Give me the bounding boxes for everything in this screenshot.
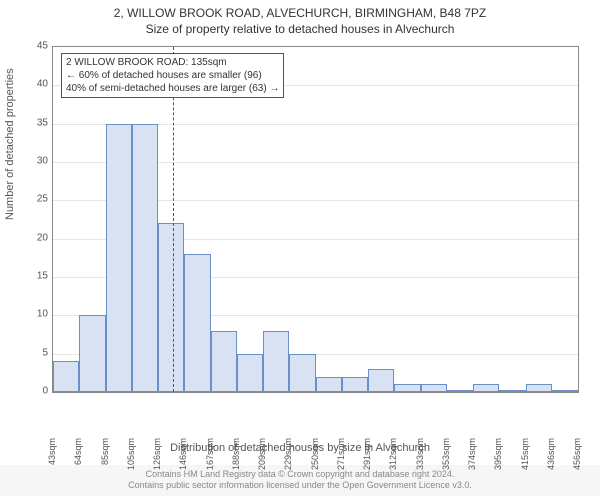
x-tick-label: 250sqm [310,438,320,478]
histogram-bar [526,384,552,392]
chart-container: 2, WILLOW BROOK ROAD, ALVECHURCH, BIRMIN… [0,0,600,500]
x-tick-label: 126sqm [152,438,162,478]
y-tick-label: 20 [24,232,48,243]
info-box-line-1: 2 WILLOW BROOK ROAD: 135sqm [66,56,279,69]
y-tick-label: 40 [24,79,48,90]
x-tick-label: 374sqm [467,438,477,478]
histogram-bar [473,384,499,392]
histogram-bar [342,377,368,392]
x-tick-label: 312sqm [388,438,398,478]
x-tick-label: 64sqm [73,438,83,478]
x-tick-label: 291sqm [362,438,372,478]
x-tick-label: 271sqm [336,438,346,478]
x-tick-label: 333sqm [415,438,425,478]
plot-area: 2 WILLOW BROOK ROAD: 135sqm← 60% of deta… [52,46,579,393]
histogram-bar [211,331,237,392]
y-tick-label: 45 [24,41,48,52]
footer-line-1: Contains HM Land Registry data © Crown c… [146,469,455,479]
x-tick-label: 229sqm [283,438,293,478]
x-tick-label: 209sqm [257,438,267,478]
marker-line [173,47,175,392]
x-tick-label: 43sqm [47,438,57,478]
y-tick-label: 0 [24,386,48,397]
x-tick-label: 353sqm [441,438,451,478]
histogram-bar [53,361,79,392]
y-tick-label: 10 [24,309,48,320]
histogram-bar [552,390,578,392]
y-tick-label: 25 [24,194,48,205]
y-axis-label: Number of detached properties [4,68,16,220]
chart-title-sub: Size of property relative to detached ho… [0,20,600,36]
x-axis-label: Distribution of detached houses by size … [0,442,600,454]
x-tick-label: 167sqm [205,438,215,478]
x-tick-label: 395sqm [493,438,503,478]
histogram-bar [132,124,158,392]
histogram-bar [106,124,132,392]
footer-line-2: Contains public sector information licen… [128,480,472,490]
y-tick-label: 15 [24,271,48,282]
x-tick-label: 146sqm [178,438,188,478]
chart-title-main: 2, WILLOW BROOK ROAD, ALVECHURCH, BIRMIN… [0,0,600,20]
histogram-bar [184,254,210,392]
histogram-bar [394,384,420,392]
x-tick-label: 415sqm [520,438,530,478]
histogram-bar [289,354,315,392]
x-tick-label: 456sqm [572,438,582,478]
y-tick-label: 5 [24,347,48,358]
info-box: 2 WILLOW BROOK ROAD: 135sqm← 60% of deta… [61,53,284,98]
x-tick-label: 85sqm [100,438,110,478]
y-tick-label: 30 [24,156,48,167]
histogram-bar [368,369,394,392]
histogram-bar [237,354,263,392]
histogram-bar [158,223,184,392]
histogram-bar [316,377,342,392]
info-box-line-3: 40% of semi-detached houses are larger (… [66,82,279,95]
x-tick-label: 105sqm [126,438,136,478]
x-tick-label: 188sqm [231,438,241,478]
histogram-bar [79,315,105,392]
info-box-line-2: ← 60% of detached houses are smaller (96… [66,69,279,82]
histogram-bar [499,390,525,392]
histogram-bar [447,390,473,392]
histogram-bar [421,384,447,392]
x-tick-label: 436sqm [546,438,556,478]
histogram-bar [263,331,289,392]
y-tick-label: 35 [24,117,48,128]
footer-attribution: Contains HM Land Registry data © Crown c… [0,465,600,496]
